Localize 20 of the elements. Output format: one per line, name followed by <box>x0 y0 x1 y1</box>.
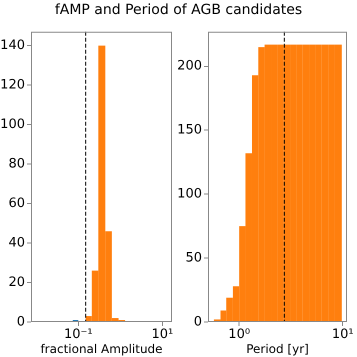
y-tick-label: 0 <box>16 314 25 330</box>
y-tick-label: 120 <box>0 77 25 92</box>
x-axis-title: Period [yr] <box>246 342 309 356</box>
x-tick-label: 10⁰ <box>228 327 250 342</box>
y-tick-label: 100 <box>0 116 25 132</box>
y-tick-label: 80 <box>8 156 25 172</box>
x-tick-label: 10¹ <box>151 327 174 342</box>
x-axis-title: fractional Amplitude <box>40 342 163 356</box>
y-tick-label: 140 <box>0 38 25 53</box>
x-tick-label: 10⁻¹ <box>64 327 93 342</box>
y-tick-label: 60 <box>8 196 25 211</box>
y-tick-label: 100 <box>177 186 202 202</box>
chart-title: fAMP and Period of AGB candidates <box>54 2 304 18</box>
y-tick-label: 200 <box>177 58 202 74</box>
y-tick-label: 40 <box>8 235 25 250</box>
y-tick-label: 150 <box>177 122 202 138</box>
x-tick-label: 10¹ <box>332 327 354 342</box>
y-tick-label: 50 <box>185 250 202 266</box>
y-tick-label: 20 <box>8 274 25 290</box>
y-tick-label: 0 <box>194 314 202 330</box>
